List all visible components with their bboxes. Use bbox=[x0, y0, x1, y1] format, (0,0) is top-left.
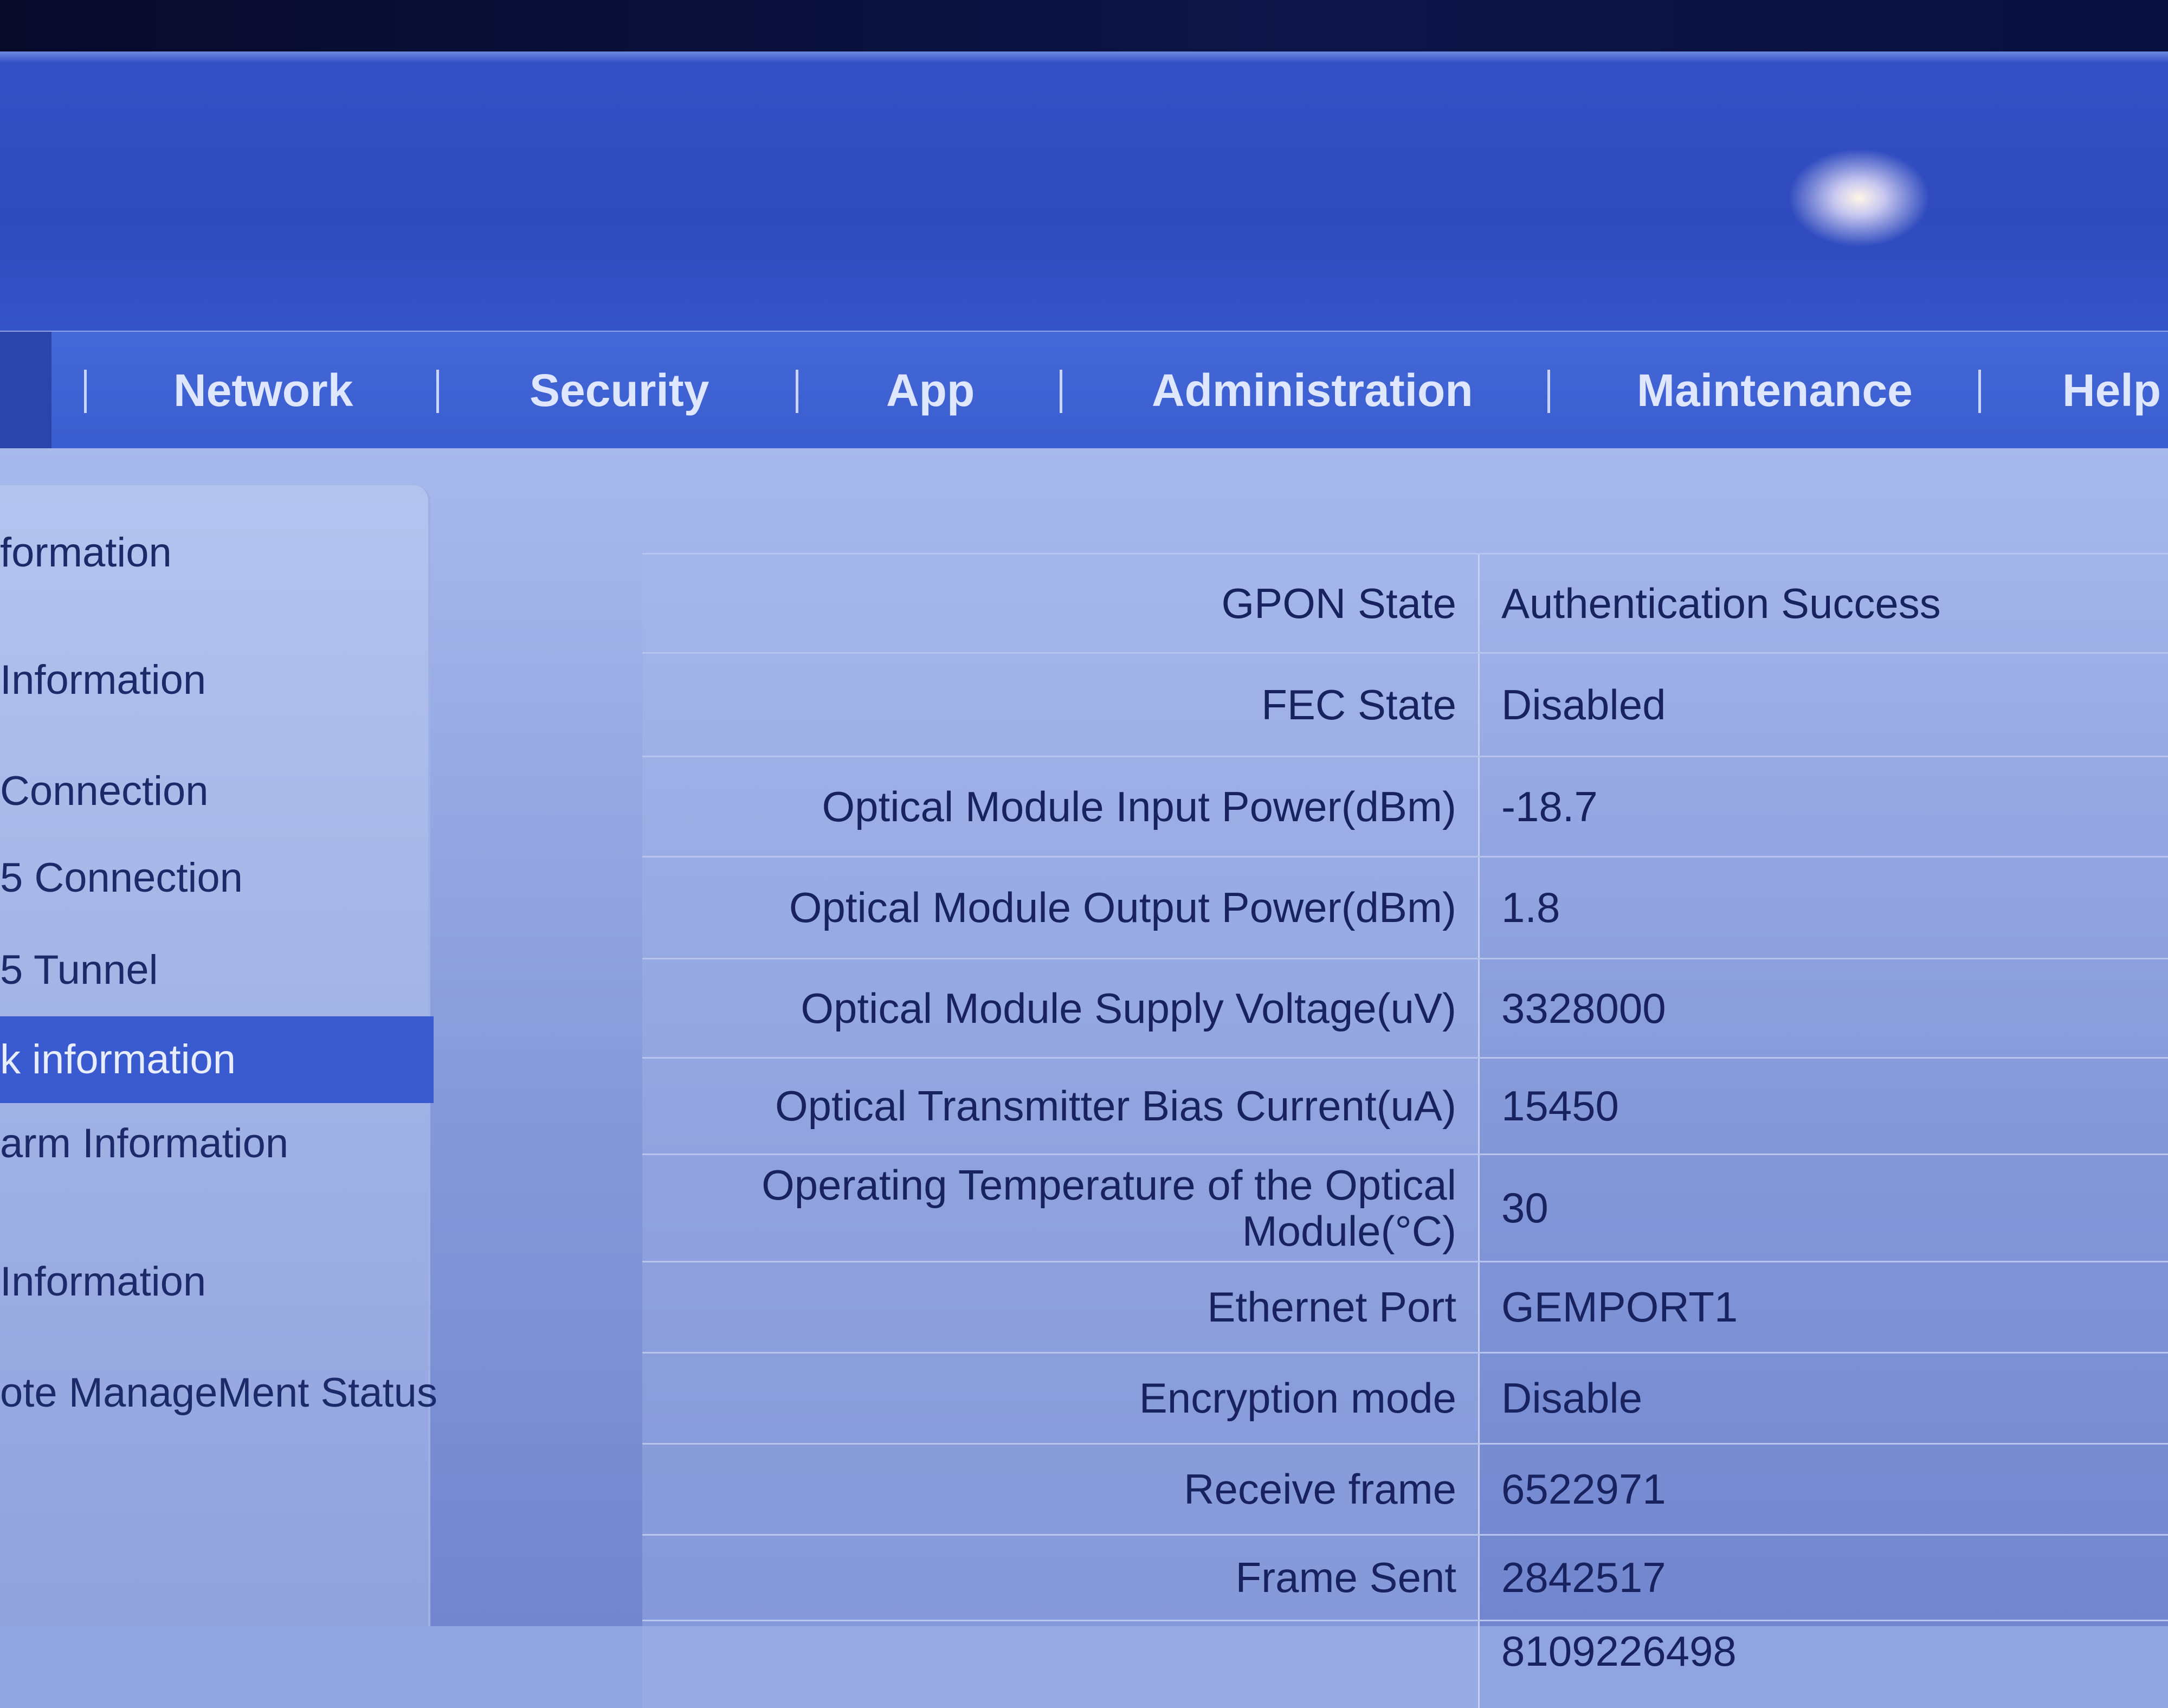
row-value: 1.8 bbox=[1501, 884, 1560, 931]
nav-app[interactable]: App bbox=[886, 365, 975, 416]
table-row: Optical Module Output Power(dBm) 1.8 bbox=[642, 856, 2168, 958]
nav-separator bbox=[1547, 370, 1550, 413]
table-row: Ethernet Port GEMPORT1 bbox=[642, 1261, 2168, 1352]
sidebar-item[interactable]: 5 Connection bbox=[0, 855, 243, 901]
screen-glare bbox=[1789, 149, 1930, 247]
nav-separator bbox=[796, 370, 798, 413]
nav-active-tab[interactable] bbox=[0, 332, 51, 448]
row-label: Optical Module Input Power(dBm) bbox=[642, 757, 1480, 856]
table-row: GPON State Authentication Success bbox=[642, 553, 2168, 652]
row-value: 30 bbox=[1501, 1184, 1548, 1232]
row-value: Authentication Success bbox=[1501, 579, 1941, 627]
browser-address-bar bbox=[0, 0, 2168, 51]
row-label: Frame Sent bbox=[642, 1536, 1480, 1620]
row-value: Disable bbox=[1501, 1374, 1643, 1422]
nav-separator bbox=[436, 370, 439, 413]
sidebar-item[interactable]: Information bbox=[0, 1259, 207, 1305]
row-label: Optical Module Supply Voltage(uV) bbox=[642, 959, 1480, 1057]
table-row: Operating Temperature of the Optical Mod… bbox=[642, 1153, 2168, 1261]
row-value: -18.7 bbox=[1501, 782, 1598, 830]
nav-separator bbox=[1978, 370, 1981, 413]
row-value: Disabled bbox=[1501, 680, 1666, 729]
sidebar-item[interactable]: arm Information bbox=[0, 1120, 289, 1166]
sidebar-item[interactable]: ote ManageMent Status bbox=[0, 1370, 437, 1416]
pon-info-table: GPON State Authentication Success FEC Sta… bbox=[642, 553, 2168, 1708]
table-row: FEC State Disabled bbox=[642, 652, 2168, 756]
row-value: 2842517 bbox=[1501, 1554, 1666, 1601]
sidebar-item[interactable]: 5 Tunnel bbox=[0, 947, 158, 993]
table-row: Optical Transmitter Bias Current(uA) 1545… bbox=[642, 1057, 2168, 1153]
nav-separator bbox=[1060, 370, 1062, 413]
nav-administration[interactable]: Administration bbox=[1152, 365, 1473, 416]
row-value: 8109226498 bbox=[1501, 1627, 1737, 1675]
row-value: GEMPORT1 bbox=[1501, 1283, 1738, 1331]
nav-separator bbox=[84, 370, 87, 413]
table-row: Frame Sent 2842517 bbox=[642, 1534, 2168, 1620]
table-row: Optical Module Input Power(dBm) -18.7 bbox=[642, 756, 2168, 856]
sidebar-item[interactable]: formation bbox=[0, 530, 172, 576]
nav-security[interactable]: Security bbox=[530, 365, 709, 416]
row-label: Optical Transmitter Bias Current(uA) bbox=[642, 1059, 1480, 1153]
row-label: Receive frame bbox=[642, 1445, 1480, 1534]
nav-help[interactable]: Help bbox=[2062, 365, 2161, 416]
row-label: GPON State bbox=[642, 555, 1480, 652]
row-label: Operating Temperature of the Optical Mod… bbox=[642, 1155, 1480, 1261]
main-nav: Network Security App Administration Main… bbox=[0, 332, 2168, 448]
row-label: Encryption mode bbox=[642, 1353, 1480, 1443]
sidebar: formation Information Connection 5 Conne… bbox=[0, 485, 437, 1626]
row-label: Optical Module Output Power(dBm) bbox=[642, 858, 1480, 958]
row-label: Ethernet Port bbox=[642, 1262, 1480, 1352]
sidebar-item[interactable]: Information bbox=[0, 657, 207, 703]
sidebar-item-selected[interactable]: k information bbox=[0, 1016, 434, 1103]
table-row: Receive frame 6522971 bbox=[642, 1443, 2168, 1534]
row-value: 15450 bbox=[1501, 1082, 1619, 1130]
row-label bbox=[642, 1621, 1480, 1708]
nav-network[interactable]: Network bbox=[173, 365, 353, 416]
row-value: 3328000 bbox=[1501, 984, 1666, 1032]
table-row: Optical Module Supply Voltage(uV) 3328000 bbox=[642, 958, 2168, 1057]
row-label: FEC State bbox=[642, 654, 1480, 756]
sidebar-item[interactable]: Connection bbox=[0, 768, 209, 814]
nav-maintenance[interactable]: Maintenance bbox=[1637, 365, 1913, 416]
table-row: Encryption mode Disable bbox=[642, 1352, 2168, 1443]
header-banner bbox=[0, 51, 2168, 331]
row-value: 6522971 bbox=[1501, 1465, 1666, 1513]
table-row: 8109226498 bbox=[642, 1620, 2168, 1708]
